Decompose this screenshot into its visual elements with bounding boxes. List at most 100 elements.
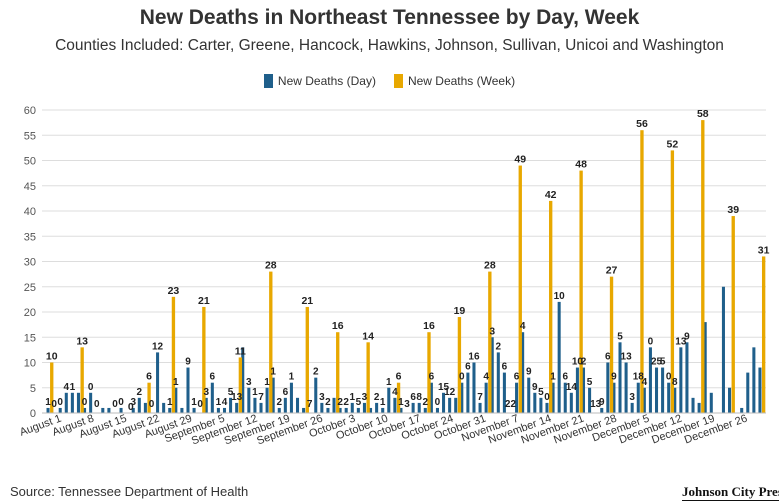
week-data-label: 27 [606,265,618,277]
day-bar [399,407,403,413]
day-data-label: 13 [590,399,602,410]
day-bar [137,397,141,413]
day-bar [229,397,233,413]
day-bar [64,392,68,413]
y-tick-label: 50 [24,156,36,168]
day-bar [527,377,531,413]
day-bar [448,397,452,413]
day-data-label: 5 [587,377,593,388]
week-data-label: 58 [697,108,709,120]
day-bar [697,402,701,413]
day-bar [162,402,166,413]
week-bar [579,170,583,413]
week-data-label: 48 [575,159,587,171]
day-bar [216,407,220,413]
day-data-label: 1 [173,377,179,388]
day-bar [235,402,239,413]
day-data-label: 9 [532,382,538,393]
day-data-label: 15 [438,382,450,393]
legend-swatch-week [393,74,403,88]
chart-legend: New Deaths (Day) New Deaths (Week) [0,74,779,88]
legend-item-week[interactable]: New Deaths (Week) [393,74,516,88]
day-data-label: 1 [398,397,404,408]
day-data-label: 1 [45,397,51,408]
week-data-label: 16 [332,320,344,332]
week-data-label: 21 [198,295,210,307]
day-bar [490,337,494,413]
day-bar [673,387,677,413]
day-data-label: 5 [660,357,666,368]
week-data-label: 23 [168,285,180,297]
day-bar [569,392,573,413]
week-data-label: 13 [76,335,88,347]
day-bar [186,367,190,413]
legend-label-day: New Deaths (Day) [277,74,376,88]
day-data-label: 1 [70,382,76,393]
week-bar [396,382,401,413]
week-bar [336,332,340,413]
day-data-label: 2 [581,357,587,368]
day-bar [484,382,488,413]
week-data-label: 52 [667,138,679,150]
day-bar [253,397,257,413]
day-data-label: 2 [137,387,143,398]
week-data-label: 16 [423,320,435,332]
day-bar [685,342,689,413]
day-data-label: 6 [429,372,435,383]
day-data-label: 7 [477,392,483,403]
week-data-label: 21 [301,295,313,307]
day-bar [423,407,427,413]
y-tick-label: 30 [24,257,36,269]
day-data-label: 1 [264,377,270,388]
week-data-label: 19 [454,305,466,317]
day-bar [429,382,433,413]
week-bar [488,271,492,413]
week-data-label: 42 [545,189,557,201]
day-data-label: 10 [572,357,584,368]
day-bar [58,407,62,413]
legend-item-day[interactable]: New Deaths (Day) [263,74,376,88]
day-bar [752,347,756,413]
day-data-label: 0 [544,392,550,403]
day-data-label: 0 [57,397,63,408]
day-data-label: 2 [423,397,429,408]
legend-label-week: New Deaths (Week) [407,74,516,88]
day-data-label: 12 [152,341,164,352]
day-bar [545,402,549,413]
day-bar [654,367,659,413]
day-data-label: 0 [648,336,654,347]
week-bar [171,296,176,413]
day-bar [575,367,579,413]
week-bar [50,362,54,413]
day-data-label: 1 [252,387,258,398]
day-data-label: 4 [483,372,489,383]
day-bar [691,397,695,413]
day-bar [332,397,336,413]
day-data-label: 18 [633,372,645,383]
week-bar [701,120,705,413]
y-tick-label: 15 [24,332,36,344]
day-bar [612,382,616,413]
day-bar [283,397,287,413]
day-data-label: 5 [538,387,544,398]
day-bar [679,347,683,413]
day-bar [70,392,74,413]
day-bar [326,407,330,413]
day-data-label: 6 [410,392,416,403]
day-data-label: 0 [88,382,94,393]
week-bar [609,276,614,413]
day-bar [381,407,385,413]
day-data-label: 6 [283,387,289,398]
day-bar [478,402,482,413]
day-bar [302,407,306,413]
week-bar [366,342,370,413]
day-data-label: 2 [325,397,331,408]
day-bar [521,332,525,413]
day-bar [338,407,342,413]
week-bar [457,317,462,413]
week-data-label: 56 [636,118,648,130]
day-data-label: 5 [356,397,362,408]
day-data-label: 14 [566,382,578,393]
day-data-label: 25 [651,357,663,368]
